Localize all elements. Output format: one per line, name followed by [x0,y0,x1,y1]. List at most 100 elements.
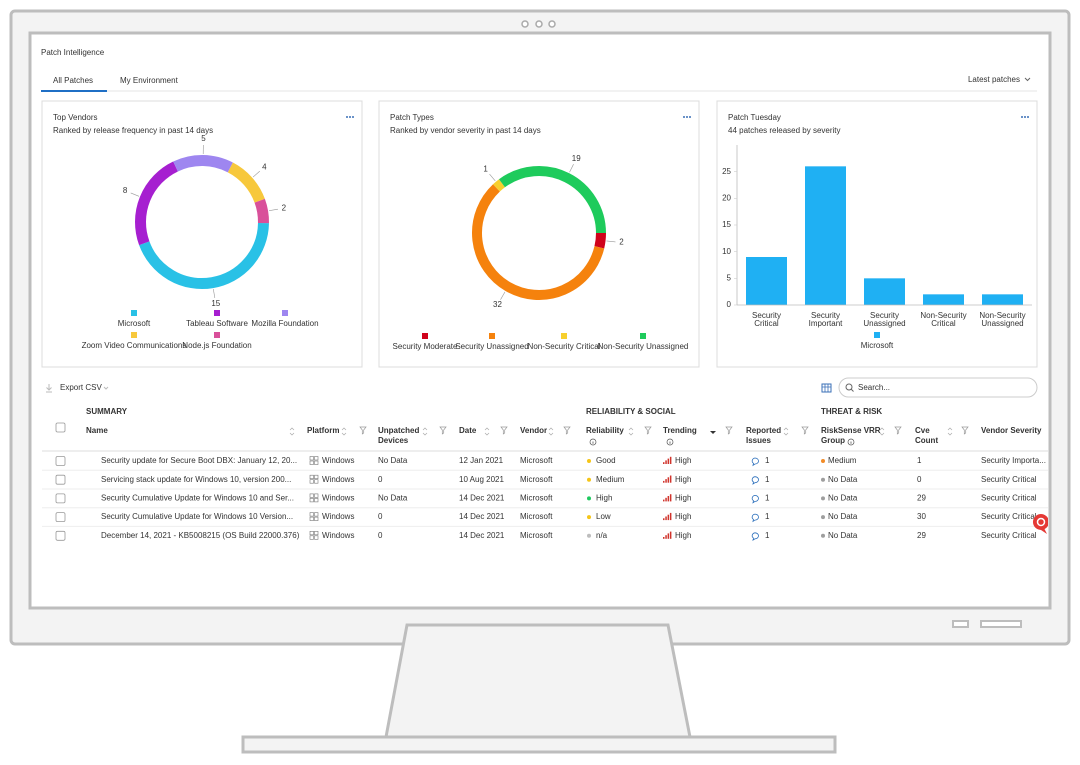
filter-icon[interactable] [500,426,508,435]
donut-segment [493,179,506,192]
leader-line [130,192,140,197]
table-cell[interactable]: 1 [765,475,770,484]
table-cell[interactable]: 1 [765,494,770,503]
search-box[interactable] [838,377,1038,398]
sort-icon [783,427,789,436]
column-header[interactable]: RiskSense VRR Group [821,426,881,445]
table-cell[interactable]: 1 [765,456,770,465]
column-header[interactable]: Vendor [520,426,547,435]
table-cell[interactable]: 0 [378,475,383,484]
column-header[interactable]: Trending [663,426,697,435]
legend-label: Node.js Foundation [182,341,251,350]
table-cell[interactable]: Security Cumulative Update for Windows 1… [101,512,293,521]
donut-segment [139,222,269,289]
trend-icon [663,480,665,483]
table-cell: High [675,456,691,465]
table-cell: No Data [378,456,408,465]
filter-dropdown[interactable]: Latest patches [968,75,1020,84]
filter-icon[interactable] [894,426,902,435]
column-header[interactable]: Vendor Severity [981,426,1042,435]
windows-icon [309,516,314,521]
data-label: 8 [123,186,128,195]
legend-label: Microsoft [118,319,151,328]
leader-line [269,208,278,211]
trend-icon [667,496,670,502]
column-header[interactable]: Unpatched Devices [378,426,419,445]
row-checkbox[interactable] [55,512,66,522]
trend-icon [667,533,670,539]
comment-icon [751,495,759,504]
windows-icon [309,535,314,540]
leader-line [500,291,506,300]
column-header[interactable]: Date [459,426,477,435]
table-cell[interactable]: 29 [917,531,926,540]
x-tick-label: Security Important [809,311,844,328]
comment-icon [751,476,759,485]
header-checkbox[interactable] [55,422,66,433]
table-cell: Medium [596,475,625,484]
legend-label: Tableau Software [186,319,248,328]
data-label: 19 [572,154,581,163]
donut-segment [135,161,179,246]
sort-icon [548,427,554,436]
column-header[interactable]: Platform [307,426,339,435]
tab[interactable]: My Environment [120,76,179,85]
column-header[interactable]: Reliability [586,426,624,435]
page-title: Patch Intelligence [41,48,105,57]
table-cell: Microsoft [520,494,553,503]
donut-segment [227,162,265,203]
tab[interactable]: All Patches [53,76,93,85]
row-checkbox[interactable] [55,474,66,485]
filter-icon[interactable] [644,426,652,435]
column-header[interactable]: Reported Issues [746,426,781,445]
download-icon [46,384,52,393]
table-cell[interactable]: Medium [828,456,857,465]
row-checkbox[interactable] [55,530,66,541]
info-icon [847,438,855,446]
table-cell: Security Critical [981,494,1037,503]
windows-icon [314,474,319,480]
columns-icon[interactable] [821,383,832,393]
filter-icon[interactable] [563,426,571,435]
trend-icon [665,479,667,483]
table-cell[interactable]: 29 [917,494,926,503]
table-cell[interactable]: Security Cumulative Update for Windows 1… [101,494,294,503]
bar [923,294,964,305]
data-label: 1 [483,165,488,174]
filter-icon[interactable] [359,426,367,435]
windows-icon [309,460,314,465]
table-cell[interactable]: 1 [765,531,770,540]
trend-icon [665,516,667,521]
legend-label: Security Moderate [393,342,458,351]
table-cell[interactable]: December 14, 2021 - KB5008215 (OS Build … [101,531,300,540]
table-cell[interactable]: 0 [378,531,383,540]
filter-icon[interactable] [961,426,969,435]
export-button[interactable]: Export CSV [60,383,102,392]
windows-icon [309,474,314,480]
donut-segment [594,232,606,249]
trend-icon [669,475,672,483]
windows-icon [309,493,314,498]
trend-icon [665,535,667,539]
help-badge[interactable] [1033,514,1049,534]
row-checkbox[interactable] [55,456,66,466]
leader-line [489,173,496,182]
table-cell: Security Importa... [981,456,1046,465]
menu-dot [352,116,354,118]
windows-icon [314,516,319,521]
table-cell[interactable]: 1 [917,456,922,465]
column-header[interactable]: Cve Count [915,426,938,445]
filter-icon[interactable] [725,426,733,435]
table-cell[interactable]: Servicing stack update for Windows 10, v… [101,475,291,484]
filter-icon[interactable] [439,426,447,435]
table-cell[interactable]: 1 [765,512,770,521]
row-checkbox[interactable] [55,493,66,504]
column-header[interactable]: Name [86,426,108,435]
search-placeholder: Search... [858,383,890,392]
table-cell[interactable]: 0 [378,512,383,521]
table-cell[interactable]: Security update for Secure Boot DBX: Jan… [101,456,297,465]
filter-icon[interactable] [801,426,809,435]
legend-swatch [640,333,646,339]
table-cell[interactable]: 30 [917,512,926,521]
